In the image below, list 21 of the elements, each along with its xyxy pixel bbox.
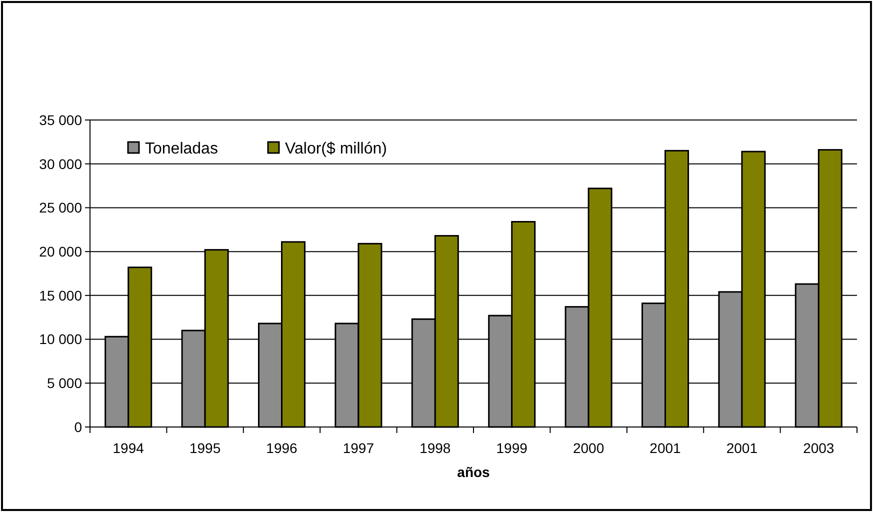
x-tick-label: 1995 — [189, 440, 221, 456]
x-tick-label: 1998 — [420, 440, 451, 456]
x-tick-label: 2001 — [726, 440, 758, 456]
legend-label: Valor($ millón) — [285, 140, 387, 158]
x-tick-label: 1997 — [342, 440, 374, 456]
x-tick-label: 2001 — [650, 440, 682, 456]
y-tick-label: 35 000 — [39, 112, 82, 128]
x-tick-label: 1994 — [112, 440, 144, 456]
x-tick-label: 1996 — [266, 440, 298, 456]
y-tick-label: 20 000 — [39, 243, 82, 260]
x-tick-label: 2000 — [572, 440, 604, 456]
y-tick-label: 0 — [74, 418, 82, 435]
legend-label: Toneladas — [145, 140, 218, 158]
y-tick-label: 10 000 — [39, 331, 82, 348]
y-tick-label: 25 000 — [39, 200, 82, 216]
x-tick-label: 2003 — [803, 440, 834, 456]
x-tick-label: 1999 — [496, 440, 528, 456]
y-tick-label: 5 000 — [46, 375, 82, 392]
y-tick-label: 30 000 — [39, 156, 82, 172]
y-tick-label: 15 000 — [39, 287, 82, 304]
x-axis-title: años — [457, 464, 490, 480]
